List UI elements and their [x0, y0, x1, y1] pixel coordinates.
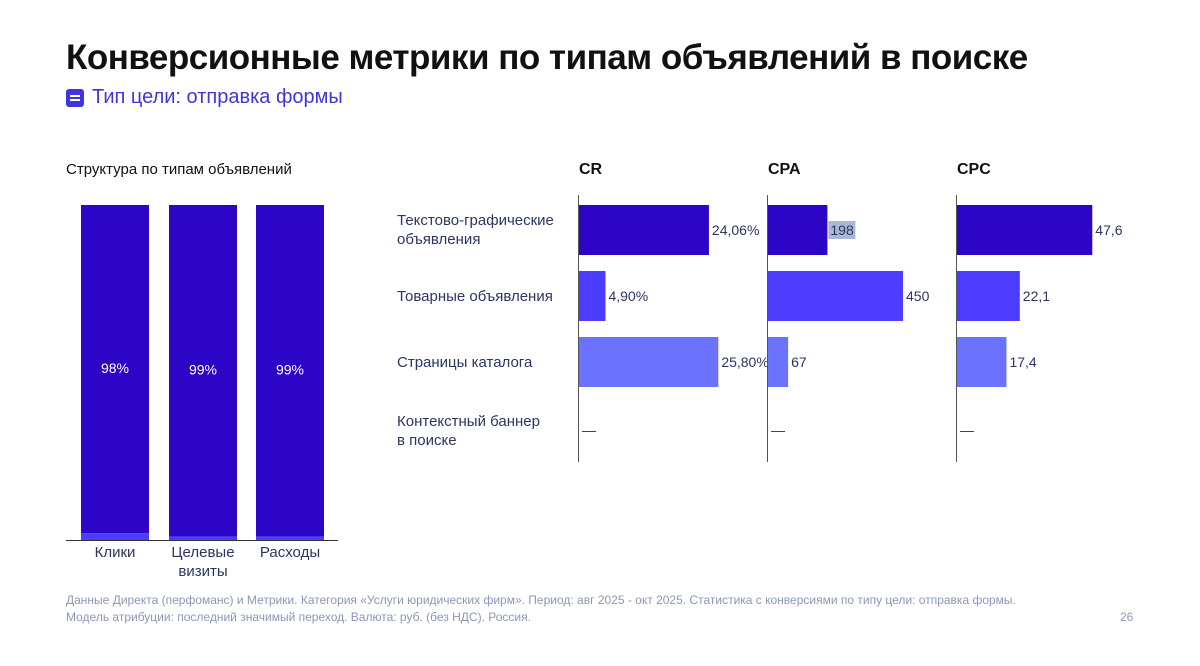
stacked-bar-label: 98%: [101, 360, 129, 376]
x-tick-label: визиты: [178, 563, 227, 580]
bar: [579, 205, 709, 255]
bar-value-label: 17,4: [1009, 354, 1036, 370]
row-label-line: в поиске: [397, 432, 457, 449]
structure-chart-title: Структура по типам объявлений: [66, 161, 292, 178]
stacked-bar-label: 99%: [276, 362, 304, 378]
bar-value-label: 67: [791, 354, 807, 370]
footnote: Данные Директа (перфоманс) и Метрики. Ка…: [66, 593, 1016, 624]
bar: [768, 205, 828, 255]
row-label-line: Страницы каталога: [397, 354, 533, 371]
bar-value-label: —: [960, 422, 974, 438]
stacked-bar-segment: [81, 205, 149, 534]
bar-value-label: 22,1: [1023, 288, 1050, 304]
page-number: 26: [1120, 610, 1134, 624]
row-label-line: Контекстный баннер: [397, 413, 540, 430]
stacked-bar-segment: [81, 533, 149, 540]
x-tick-label: Расходы: [260, 544, 320, 561]
cpc-chart-title: CPC: [957, 161, 991, 178]
goal-type-text: Тип цели: отправка формы: [92, 86, 343, 108]
bar: [957, 205, 1093, 255]
x-tick-label: Целевые: [171, 544, 234, 561]
bar-value-label: —: [771, 422, 785, 438]
bar: [768, 337, 789, 387]
stacked-bar-segment: [169, 536, 237, 540]
row-label-line: Товарные объявления: [397, 288, 553, 305]
cpa-chart-title: CPA: [768, 161, 801, 178]
bar-value-label: —: [582, 422, 596, 438]
stacked-bar-segment: [169, 205, 237, 537]
stacked-bar-segment: [256, 536, 324, 540]
bar: [768, 271, 903, 321]
row-label-catalog: Страницы каталога: [397, 353, 577, 372]
bar: [957, 337, 1007, 387]
bar: [957, 271, 1020, 321]
x-tick-label: Клики: [95, 544, 136, 561]
bar: [579, 271, 606, 321]
bar-value-label: 450: [906, 288, 930, 304]
stacked-bar-segment: [256, 205, 324, 537]
row-label-text-graphic: Текстово-графические объявления: [397, 211, 577, 249]
bar-value-label: 198: [830, 222, 854, 238]
stacked-bar-label: 99%: [189, 362, 217, 378]
bar-value-label: 25,80%: [721, 354, 768, 370]
list-icon: [66, 88, 84, 107]
row-label-line: объявления: [397, 231, 481, 248]
row-label-line: Текстово-графические: [397, 212, 554, 229]
row-label-product: Товарные объявления: [397, 287, 577, 306]
bar-value-label: 47,6: [1095, 222, 1122, 238]
bar: [579, 337, 719, 387]
page-title: Конверсионные метрики по типам объявлени…: [66, 38, 1028, 77]
bar-value-label: 24,06%: [712, 222, 759, 238]
value-highlight: [828, 221, 856, 239]
bar-value-label: 4,90%: [608, 288, 648, 304]
cr-chart-title: CR: [579, 161, 603, 178]
row-label-banner: Контекстный баннер в поиске: [397, 412, 577, 450]
goal-type-subtitle: Тип цели: отправка формы: [66, 86, 343, 109]
